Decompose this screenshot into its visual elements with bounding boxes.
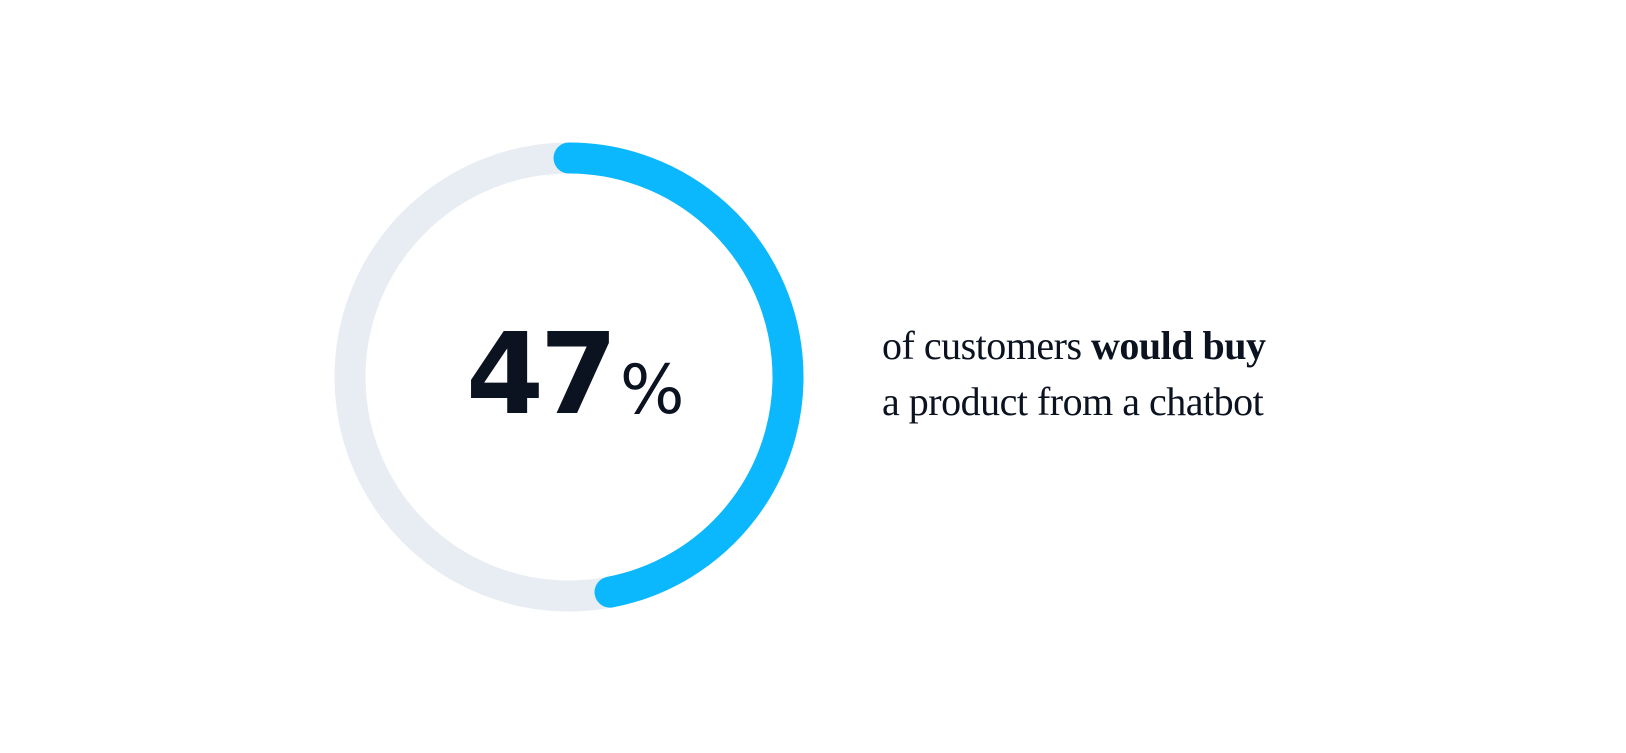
caption-emphasis: would buy (1091, 323, 1266, 368)
caption-line-2: a product from a chatbot (882, 379, 1264, 424)
ring-progress (553, 142, 804, 608)
caption-line-1: of customers would buy (882, 323, 1266, 368)
value-label: 47% (466, 310, 684, 440)
value-unit: % (620, 351, 685, 430)
caption-lead: of customers (882, 323, 1082, 368)
value-number: 47 (466, 310, 614, 440)
